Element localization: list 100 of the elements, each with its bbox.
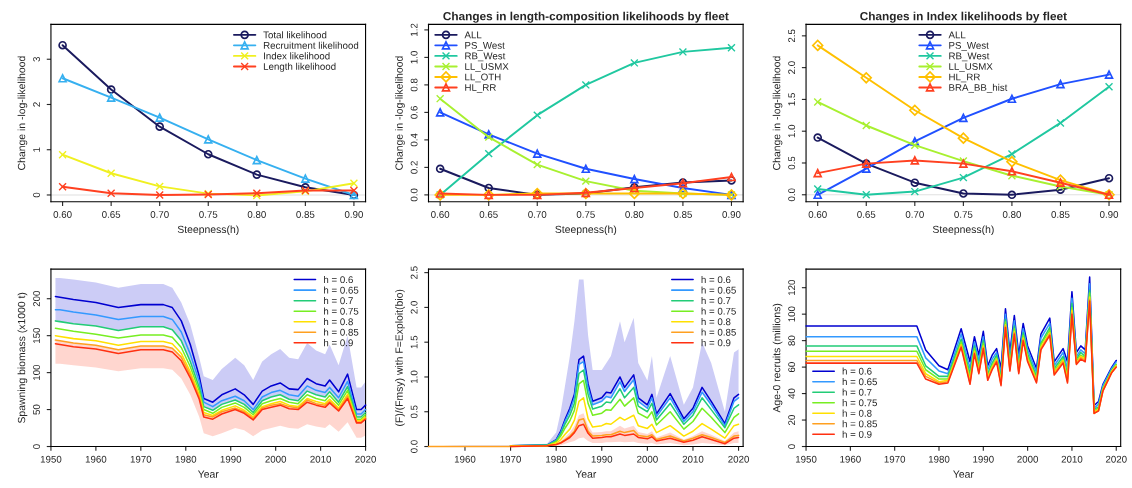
point	[1056, 118, 1065, 128]
y-axis-title: Spawning biomass (x1000 t)	[17, 292, 28, 424]
y-tick-label: 2.0	[410, 301, 418, 314]
x-tick-label: 1990	[973, 455, 994, 463]
x-tick-label: 0.65	[102, 211, 121, 218]
point	[813, 184, 822, 194]
point	[484, 149, 493, 158]
point	[957, 132, 970, 144]
x-tick-label: 0.60	[431, 211, 450, 218]
legend-label: BRA_BB_hist	[949, 83, 1008, 93]
x-tick-label: 0.80	[1002, 211, 1021, 218]
point	[203, 149, 213, 159]
line-series	[509, 397, 740, 447]
y-axis-title: (F)/(Fmsy) with F=Exploit(bio)	[395, 289, 405, 426]
legend-label: h = 0.65	[324, 286, 359, 294]
y-tick-label: 0.5	[788, 156, 796, 170]
y-axis-title: Change in -log-likelihood	[17, 56, 28, 170]
x-tick-label: 0.85	[1051, 211, 1070, 218]
point	[1007, 190, 1017, 200]
legend-label: h = 0.7	[842, 388, 872, 396]
point	[811, 39, 824, 52]
point	[1104, 82, 1114, 91]
point	[1104, 173, 1114, 183]
legend-label: h = 0.6	[701, 275, 731, 284]
x-tick-label: 0.65	[479, 211, 498, 218]
y-tick-label: 1	[33, 147, 40, 152]
point	[533, 110, 542, 120]
x-tick-label: 2020	[355, 455, 376, 463]
point	[58, 40, 67, 50]
y-tick-label: 80	[788, 335, 796, 346]
y-tick-label: 2.5	[410, 266, 418, 279]
y-tick-label: 100	[788, 306, 796, 322]
y-tick-label: 3	[33, 56, 40, 62]
legend-label: LL_OTH	[465, 73, 501, 83]
point	[581, 164, 591, 174]
point	[106, 169, 116, 178]
x-tick-label: 0.70	[528, 211, 547, 218]
legend-label: h = 0.65	[701, 286, 736, 294]
point	[813, 190, 823, 200]
legend-label: h = 0.7	[324, 297, 353, 305]
point	[910, 141, 919, 150]
legend-label: h = 0.7	[701, 297, 731, 305]
point	[910, 156, 920, 165]
y-tick-label: 120	[788, 279, 796, 296]
x-tick-label: 0.70	[150, 211, 169, 218]
legend-label: ALL	[948, 31, 966, 39]
point	[155, 190, 164, 200]
x-tick-label: 0.65	[857, 211, 876, 218]
y-tick-label: 1.0	[410, 370, 418, 383]
x-tick-label: 1980	[928, 455, 950, 463]
point	[435, 108, 445, 117]
legend-label: h = 0.75	[324, 307, 359, 315]
y-tick-label: 150	[33, 327, 40, 344]
legend-label: h = 0.85	[842, 420, 878, 428]
y-tick-label: 0.0	[410, 440, 418, 453]
point	[1007, 149, 1017, 159]
point	[630, 58, 639, 68]
y-tick-label: 1.2	[410, 23, 418, 36]
legend-label: HL_RR	[465, 84, 496, 93]
y-tick-label: 1.5	[788, 93, 796, 106]
point	[813, 168, 823, 178]
point	[349, 179, 359, 188]
x-tick-label: 2000	[265, 455, 287, 463]
x-tick-label: 2000	[637, 455, 658, 463]
legend-label: RB_West	[465, 52, 506, 62]
point	[862, 190, 871, 199]
point	[910, 178, 920, 187]
point	[959, 113, 968, 123]
point	[1007, 94, 1017, 104]
y-tick-label: 2	[33, 102, 40, 107]
point	[678, 47, 688, 57]
point	[910, 187, 919, 196]
y-axis-title: Change in -log-likelihood	[395, 56, 405, 170]
legend-label: h = 0.6	[842, 367, 872, 375]
x-tick-label: 0.85	[296, 211, 315, 218]
x-tick-label: 0.90	[344, 211, 363, 218]
point	[155, 182, 164, 191]
point	[435, 164, 445, 174]
y-tick-label: 2.0	[788, 61, 796, 74]
legend-label: h = 0.75	[842, 399, 878, 407]
legend-label: h = 0.9	[842, 430, 872, 438]
x-tick-label: 2000	[1017, 455, 1039, 463]
legend-label: Recruitment likelihood	[263, 41, 359, 49]
point	[106, 85, 116, 94]
x-tick-label: 1970	[884, 455, 906, 463]
x-tick-label: 2010	[310, 455, 332, 463]
y-tick-label: 0.2	[410, 161, 418, 174]
y-tick-label: 2.5	[788, 29, 796, 43]
point	[106, 188, 116, 198]
y-tick-label: 1.0	[410, 51, 418, 64]
y-tick-label: 60	[788, 362, 796, 373]
point	[861, 164, 871, 174]
x-tick-label: 1950	[40, 455, 62, 463]
x-tick-label: 0.90	[1099, 211, 1119, 218]
point	[1056, 178, 1065, 187]
x-tick-label: 0.80	[625, 211, 644, 218]
x-tick-label: 0.75	[199, 211, 218, 218]
point	[106, 93, 116, 103]
x-tick-label: 2010	[1061, 455, 1083, 463]
x-axis-title: Steepness(h)	[932, 225, 994, 236]
